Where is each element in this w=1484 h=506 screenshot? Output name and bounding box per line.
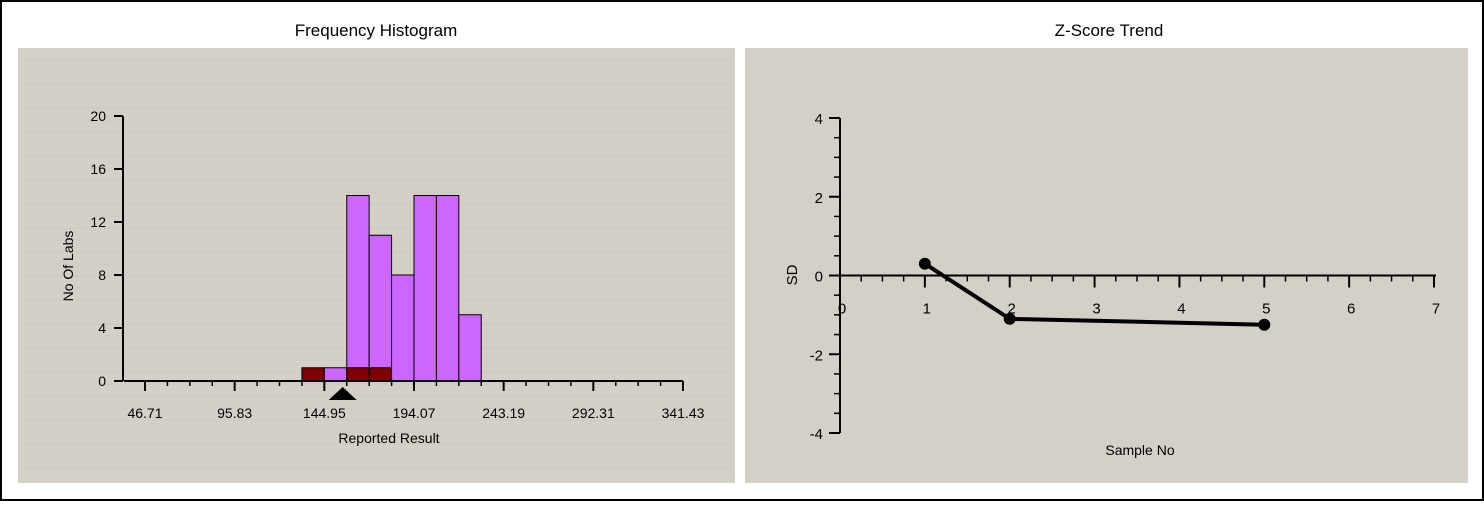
histogram-title: Frequency Histogram <box>295 21 458 40</box>
histogram-axes <box>122 116 683 382</box>
zscore-x-tick-label: 2 <box>1008 301 1016 318</box>
histogram-result-marker <box>328 387 357 400</box>
zscore-y-tick-label: 2 <box>815 190 823 207</box>
zscore-line <box>923 262 1265 327</box>
zscore-y-tick-label: -4 <box>810 426 823 443</box>
zscore-x-ticks: 0 1 2 3 4 5 6 7 <box>838 275 1440 318</box>
histogram-bar <box>301 367 325 382</box>
zscore-point <box>1003 312 1016 325</box>
zscore-plot-bg <box>745 48 1468 483</box>
histogram-y-ticks: 0 4 8 12 16 20 <box>90 108 123 389</box>
zscore-x-tick-label: 4 <box>1177 301 1185 318</box>
histogram-bar <box>435 195 460 382</box>
zscore-point <box>918 257 931 270</box>
histogram-y-tick-label: 16 <box>90 161 106 177</box>
zscore-y-tick-label: -2 <box>810 347 823 364</box>
zscore-title: Z-Score Trend <box>1055 21 1164 40</box>
histogram-bar <box>413 195 437 382</box>
histogram-bar-highlight <box>368 367 393 382</box>
zscore-x-tick-label: 0 <box>838 301 846 318</box>
histogram-bars <box>301 195 482 382</box>
zscore-x-tick-label: 7 <box>1432 301 1440 318</box>
zscore-point <box>1258 318 1271 331</box>
zscore-x-tick-label: 3 <box>1092 301 1100 318</box>
zscore-y-tick-label: 4 <box>815 111 823 128</box>
histogram-y-tick-label: 4 <box>98 320 106 336</box>
histogram-x-tick-label: 243.19 <box>482 405 525 421</box>
zscore-y-tick-label: 0 <box>815 269 823 286</box>
zscore-points <box>918 257 1271 331</box>
zscore-y-axis-label: SD <box>784 264 801 285</box>
histogram-bar-highlight <box>346 367 370 382</box>
histogram-y-tick-label: 20 <box>90 108 106 124</box>
zscore-panel: Z-Score Trend -4 -2 0 2 4 0 1 2 3 4 5 6 7 Sample No… <box>745 21 1468 483</box>
histogram-bar <box>391 274 415 382</box>
histogram-x-tick-label: 144.95 <box>303 405 346 421</box>
zscore-trend-line <box>923 262 1265 327</box>
histogram-x-axis-label: Reported Result <box>338 430 439 446</box>
zscore-x-tick-label: 5 <box>1262 301 1270 318</box>
zscore-x-tick-label: 6 <box>1347 301 1355 318</box>
zscore-x-axis-label: Sample No <box>1105 442 1174 458</box>
histogram-bar <box>368 234 393 382</box>
histogram-x-tick-label: 194.07 <box>393 405 436 421</box>
histogram-x-tick-label: 95.83 <box>217 405 252 421</box>
histogram-bar <box>323 367 348 382</box>
histogram-panel: Frequency Histogram 0 4 8 12 16 20 46.71 95.83… <box>18 21 735 483</box>
histogram-y-axis-label: No Of Labs <box>60 231 76 302</box>
zscore-x-tick-label: 1 <box>923 301 931 318</box>
histogram-y-tick-label: 12 <box>90 214 106 230</box>
zscore-y-ticks: -4 -2 0 2 4 <box>810 111 840 443</box>
histogram-bar <box>346 195 370 382</box>
histogram-x-tick-label: 46.71 <box>127 405 162 421</box>
histogram-x-tick-label: 292.31 <box>572 405 615 421</box>
histogram-bar <box>458 314 482 382</box>
histogram-y-tick-label: 0 <box>98 373 106 389</box>
histogram-x-ticks: 46.71 95.83 144.95 194.07 243.19 292.31 341.43 <box>127 381 705 421</box>
histogram-x-tick-label: 341.43 <box>662 405 705 421</box>
histogram-y-tick-label: 8 <box>98 267 106 283</box>
